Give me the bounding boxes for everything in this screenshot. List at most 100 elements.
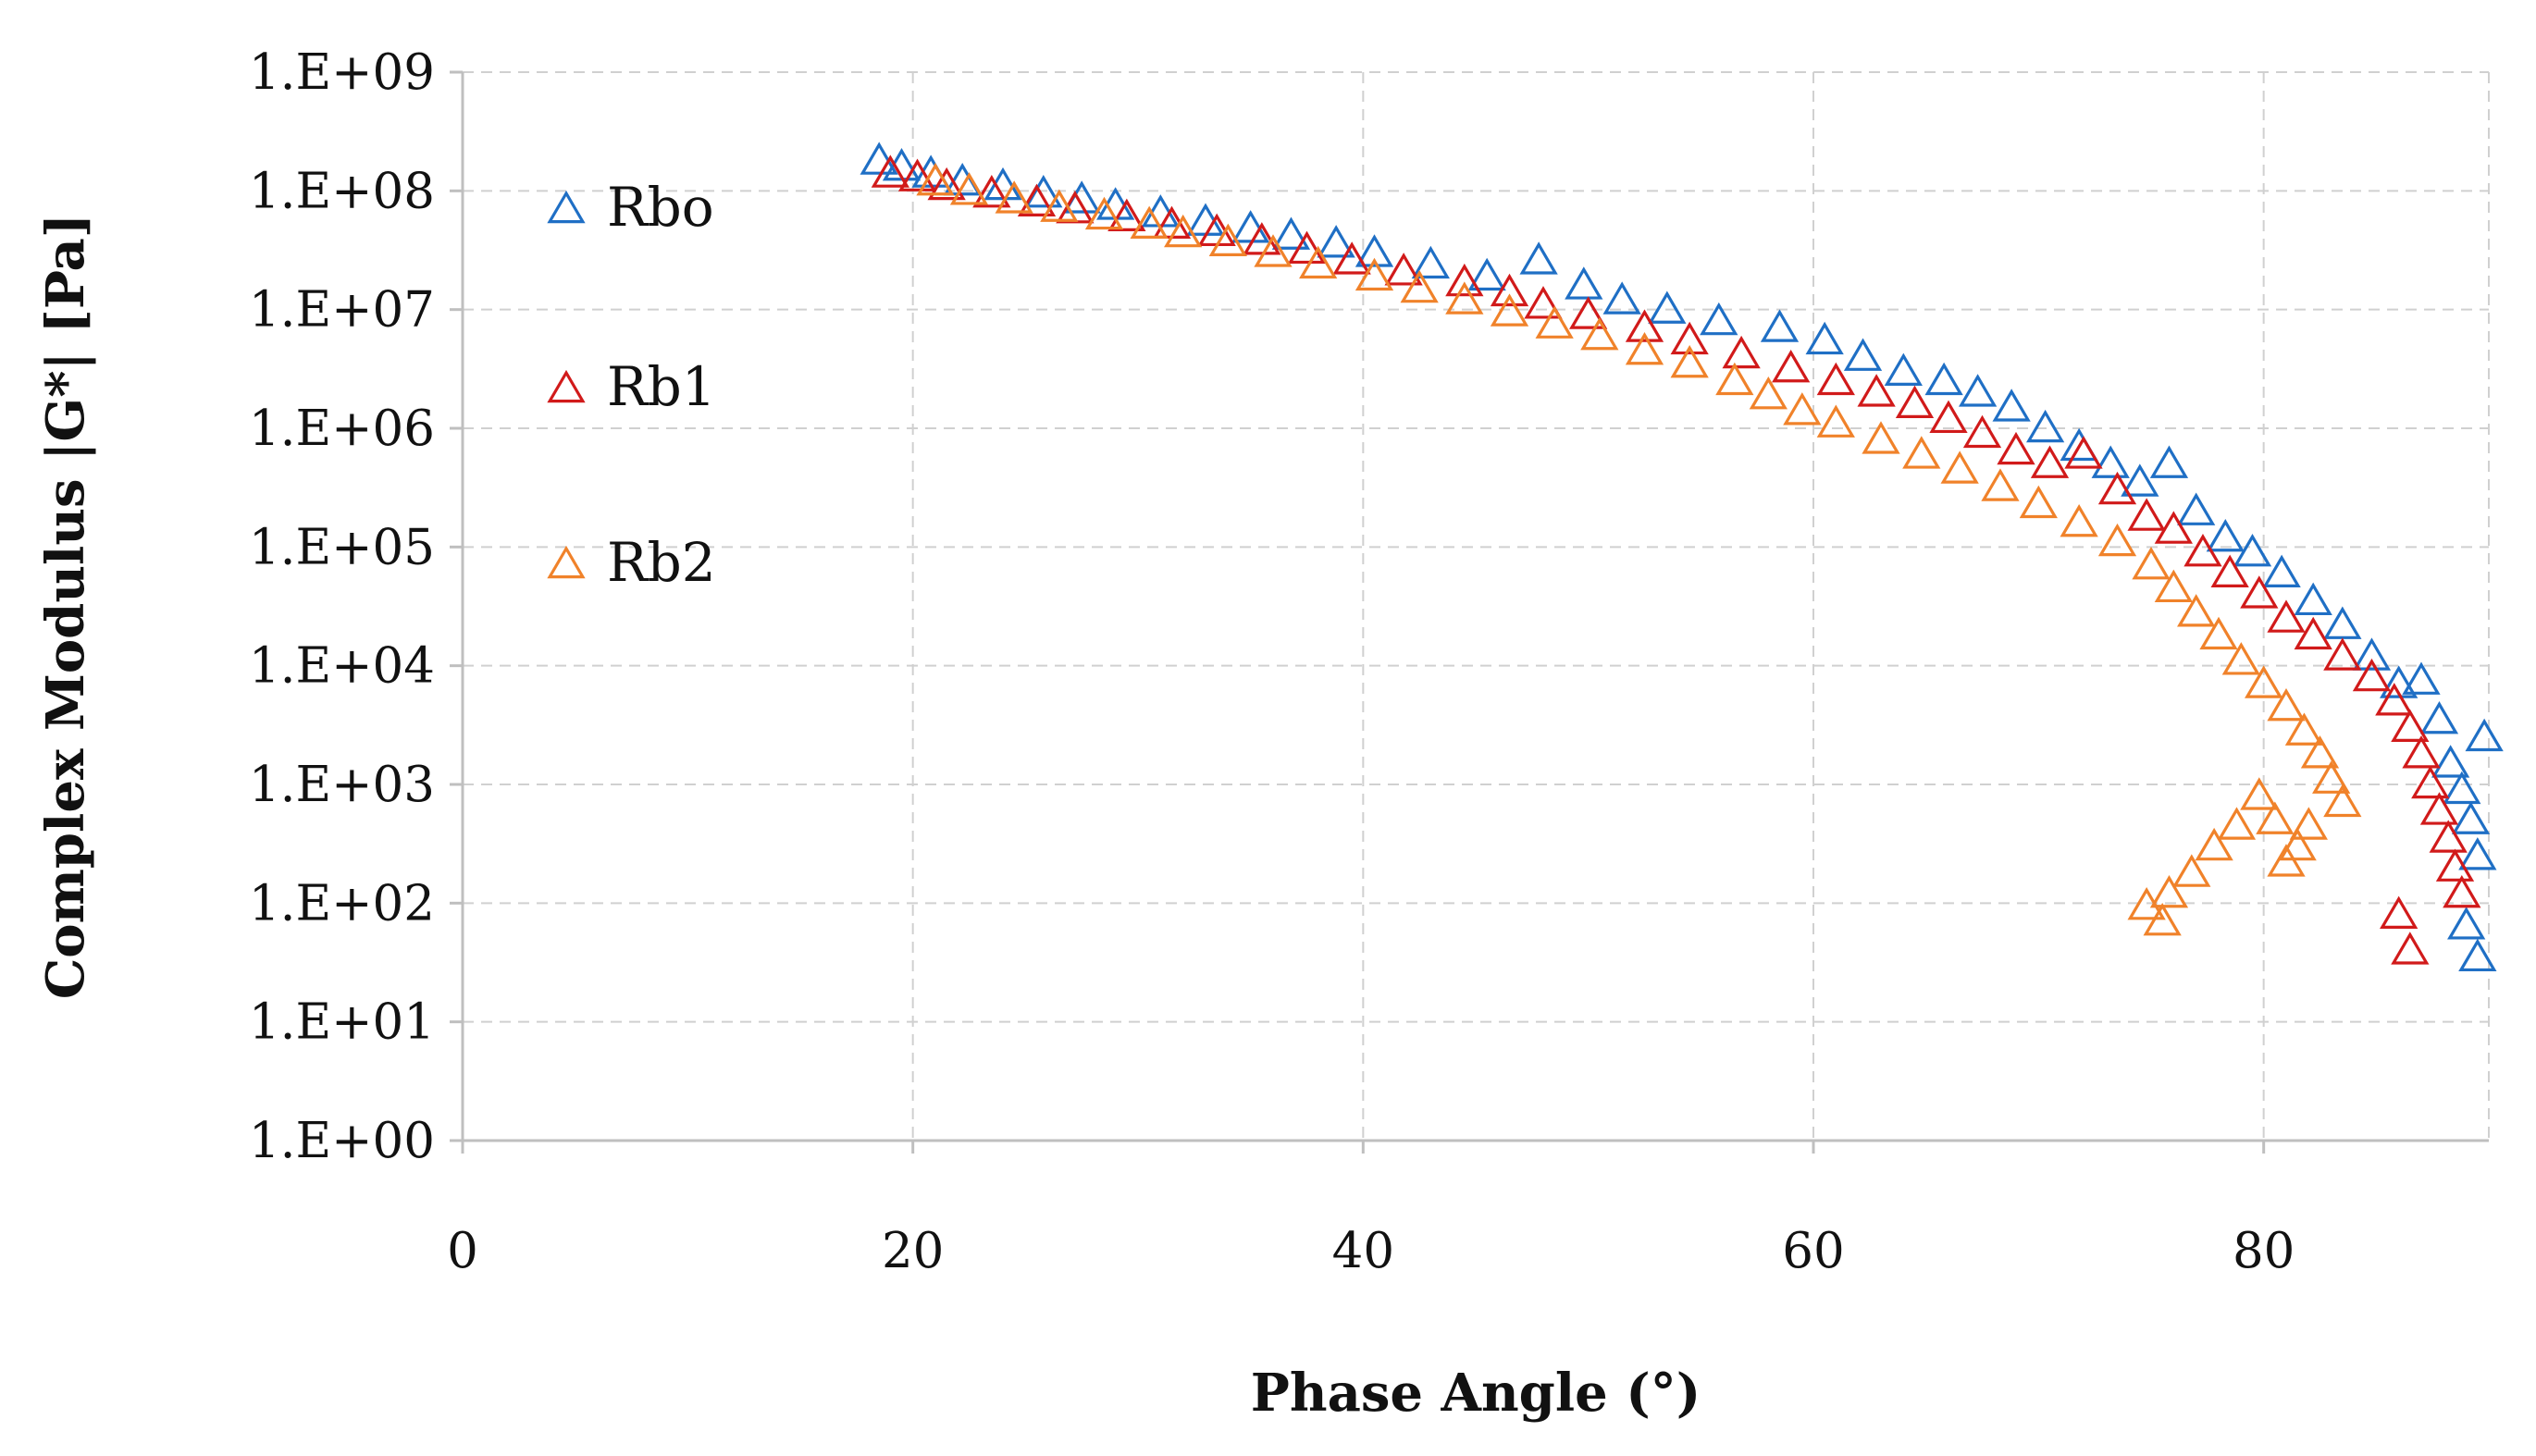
data-point: [1197, 213, 1236, 247]
data-point: [2177, 492, 2216, 525]
y-tick-label: 1.E+05: [249, 519, 435, 575]
data-point: [995, 180, 1033, 214]
data-point: [2267, 599, 2306, 633]
data-point: [2267, 687, 2306, 722]
data-point: [1243, 222, 1281, 255]
data-point: [1287, 230, 1327, 265]
data-point: [1924, 362, 1963, 396]
data-point: [1862, 421, 1900, 454]
data-point: [2240, 777, 2279, 810]
series-rb1: [871, 154, 2481, 965]
data-point: [2352, 658, 2392, 692]
data-point: [871, 154, 909, 188]
data-point: [2019, 485, 2058, 519]
data-point: [1569, 296, 1608, 329]
data-point: [2289, 807, 2328, 840]
y-tick-label: 1.E+06: [249, 401, 435, 457]
series-rbo: [860, 142, 2504, 972]
data-point: [2352, 637, 2392, 671]
data-point: [1805, 321, 1844, 355]
data-point: [2127, 498, 2166, 531]
data-point: [1962, 414, 2002, 449]
data-point: [1816, 404, 1855, 438]
data-point: [1445, 263, 1484, 297]
data-point: [2097, 471, 2137, 505]
data-point: [2233, 534, 2272, 567]
data-point: [1958, 374, 1998, 407]
data-point: [1843, 338, 1883, 371]
data-point: [1565, 266, 1603, 300]
data-point: [2451, 801, 2491, 834]
data-point: [2240, 575, 2279, 609]
data-point: [2210, 554, 2249, 588]
data-point: [1467, 257, 1506, 291]
data-point: [2172, 854, 2211, 887]
data-point: [1164, 214, 1203, 248]
data-point: [2217, 807, 2257, 840]
data-point: [916, 162, 955, 196]
legend-marker-icon: [547, 190, 586, 224]
x-tick-label: 20: [882, 1223, 944, 1279]
data-point: [1602, 281, 1641, 315]
data-point: [2245, 665, 2283, 698]
data-point: [2458, 837, 2497, 870]
data-point: [2312, 760, 2351, 794]
data-point: [1231, 210, 1270, 243]
legend-item-rbo: Rbo: [547, 176, 714, 239]
data-point: [1152, 205, 1192, 239]
data-point: [1700, 302, 1738, 336]
data-point: [2060, 503, 2098, 537]
data-point: [2143, 903, 2182, 936]
x-tick-label: 60: [1782, 1223, 1844, 1279]
x-axis-title: Phase Angle (°): [1251, 1363, 1701, 1424]
data-point: [1772, 349, 1811, 383]
data-point: [1760, 309, 1800, 342]
data-point: [2132, 547, 2171, 580]
data-point: [2435, 848, 2475, 882]
y-tick-label: 1.E+08: [249, 163, 435, 219]
data-point: [2278, 827, 2317, 861]
data-point: [2127, 887, 2166, 920]
data-point: [2300, 735, 2340, 769]
data-point: [2030, 445, 2070, 478]
data-point: [1722, 335, 1761, 369]
data-point: [2149, 445, 2189, 478]
legend: Rbo Rb1 Rb2: [547, 176, 716, 594]
data-point: [2402, 735, 2441, 769]
legend-marker-icon: [547, 545, 586, 579]
data-point: [2154, 511, 2193, 544]
x-tick-label: 40: [1332, 1223, 1394, 1279]
data-point: [1519, 241, 1558, 275]
data-point: [2323, 784, 2362, 818]
data-point: [1749, 376, 1788, 410]
data-point: [2195, 827, 2233, 861]
data-point: [2429, 820, 2468, 853]
data-point: [2391, 709, 2430, 742]
data-point: [1902, 436, 1941, 469]
data-point: [1981, 468, 2020, 501]
y-tick-label: 1.E+03: [249, 757, 435, 813]
legend-label: Rb1: [607, 355, 716, 418]
data-point: [1940, 450, 1979, 484]
data-point: [949, 172, 989, 205]
data-point: [1186, 203, 1225, 236]
data-point: [1400, 269, 1439, 303]
tick-labels: 1.E+00 1.E+01 1.E+02 1.E+03 1.E+04 1.E+05 1.E+…: [249, 44, 2295, 1279]
data-point: [2025, 409, 2065, 443]
data-point: [2064, 436, 2103, 469]
data-point: [2402, 661, 2441, 695]
data-point: [2294, 616, 2332, 650]
legend-item-rb1: Rb1: [547, 355, 716, 418]
y-tick-label: 1.E+01: [249, 994, 435, 1051]
data-point: [2256, 801, 2295, 834]
data-point: [897, 158, 937, 191]
data-point: [2458, 938, 2497, 972]
data-point: [1208, 223, 1247, 256]
data-point: [2419, 792, 2459, 825]
data-point: [2206, 518, 2245, 552]
data-point: [1130, 205, 1169, 239]
data-point: [1411, 245, 1450, 279]
data-point: [1535, 305, 1574, 339]
data-point: [1884, 352, 1923, 386]
data-point: [2323, 637, 2362, 671]
